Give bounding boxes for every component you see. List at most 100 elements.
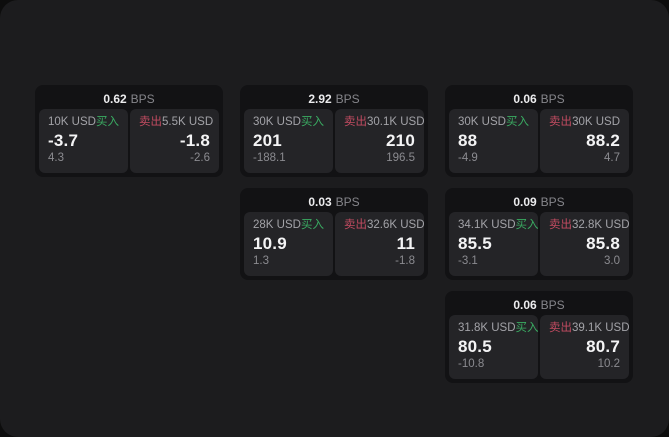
card-body: 30K USD 买入 201 -188.1 卖出 30.1K USD 210 1…	[244, 109, 425, 173]
card-body: 10K USD 买入 -3.7 4.3 卖出 5.5K USD -1.8 -2.…	[39, 109, 219, 173]
sell-price: 88.2	[586, 131, 620, 150]
sell-amount: 32.8K USD	[572, 219, 630, 231]
card-header: 0.06 BPS	[449, 295, 629, 315]
buy-sub-value: -10.8	[458, 358, 485, 370]
panel-top-row: 卖出 39.1K USD	[549, 322, 630, 335]
bps-unit-label: BPS	[540, 92, 565, 106]
sell-amount: 39.1K USD	[572, 322, 630, 334]
buy-quote-panel[interactable]: 31.8K USD 买入 80.5 -10.8	[449, 315, 539, 379]
bps-unit-label: BPS	[335, 195, 360, 209]
sell-sub-value: -2.6	[190, 152, 210, 164]
buy-amount: 30K USD	[458, 116, 506, 128]
buy-sub-value: 1.3	[253, 255, 269, 267]
sell-price: 80.7	[586, 337, 620, 356]
bps-value: 0.62	[103, 92, 127, 106]
sell-sub-value: 4.7	[604, 152, 620, 164]
sell-amount: 30K USD	[572, 116, 620, 128]
buy-amount: 28K USD	[253, 219, 301, 231]
card-header: 0.03 BPS	[244, 192, 424, 212]
card-header: 0.06 BPS	[449, 89, 629, 109]
sell-quote-panel[interactable]: 卖出 5.5K USD -1.8 -2.6	[130, 109, 219, 173]
buy-quote-panel[interactable]: 10K USD 买入 -3.7 4.3	[39, 109, 128, 173]
sell-sub-value: 196.5	[386, 152, 415, 164]
bps-unit-label: BPS	[540, 298, 565, 312]
buy-price: 88	[458, 131, 478, 150]
quote-card: 2.92 BPS 30K USD 买入 201 -188.1 卖出 30.1K …	[240, 85, 428, 177]
panel-top-row: 10K USD 买入	[48, 116, 119, 129]
quote-card: 0.09 BPS 34.1K USD 买入 85.5 -3.1 卖出 32.8K…	[445, 188, 633, 280]
panel-top-row: 34.1K USD 买入	[458, 219, 539, 232]
buy-side-label: 买入	[506, 116, 529, 128]
sell-price: 210	[386, 131, 415, 150]
quote-card: 0.62 BPS 10K USD 买入 -3.7 4.3 卖出 5.5K USD…	[35, 85, 223, 177]
buy-quote-panel[interactable]: 30K USD 买入 88 -4.9	[449, 109, 538, 173]
panel-top-row: 30K USD 买入	[253, 116, 324, 129]
buy-quote-panel[interactable]: 34.1K USD 买入 85.5 -3.1	[449, 212, 539, 276]
buy-quote-panel[interactable]: 28K USD 买入 10.9 1.3	[244, 212, 333, 276]
sell-side-label: 卖出	[549, 116, 572, 128]
bps-unit-label: BPS	[130, 92, 155, 106]
panel-top-row: 31.8K USD 买入	[458, 322, 539, 335]
panel-top-row: 28K USD 买入	[253, 219, 324, 232]
sell-quote-panel[interactable]: 卖出 30K USD 88.2 4.7	[540, 109, 629, 173]
sell-amount: 5.5K USD	[162, 116, 214, 128]
bps-value: 2.92	[308, 92, 332, 106]
quote-card: 0.03 BPS 28K USD 买入 10.9 1.3 卖出 32.6K US…	[240, 188, 428, 280]
card-header: 0.09 BPS	[449, 192, 629, 212]
card-body: 28K USD 买入 10.9 1.3 卖出 32.6K USD 11 -1.8	[244, 212, 425, 276]
buy-side-label: 买入	[301, 116, 324, 128]
quote-card: 0.06 BPS 30K USD 买入 88 -4.9 卖出 30K USD 8…	[445, 85, 633, 177]
card-body: 34.1K USD 买入 85.5 -3.1 卖出 32.8K USD 85.8…	[449, 212, 630, 276]
sell-amount: 30.1K USD	[367, 116, 425, 128]
panel-top-row: 卖出 32.6K USD	[344, 219, 425, 232]
sell-quote-panel[interactable]: 卖出 32.8K USD 85.8 3.0	[540, 212, 630, 276]
panel-top-row: 30K USD 买入	[458, 116, 529, 129]
buy-quote-panel[interactable]: 30K USD 买入 201 -188.1	[244, 109, 333, 173]
sell-side-label: 卖出	[344, 219, 367, 231]
card-body: 31.8K USD 买入 80.5 -10.8 卖出 39.1K USD 80.…	[449, 315, 630, 379]
panel-top-row: 卖出 5.5K USD	[139, 116, 214, 129]
sell-sub-value: -1.8	[395, 255, 415, 267]
buy-amount: 31.8K USD	[458, 322, 516, 334]
sell-sub-value: 3.0	[604, 255, 620, 267]
buy-price: 80.5	[458, 337, 492, 356]
sell-price: 85.8	[586, 234, 620, 253]
bps-unit-label: BPS	[540, 195, 565, 209]
card-header: 2.92 BPS	[244, 89, 424, 109]
buy-price: 85.5	[458, 234, 492, 253]
buy-sub-value: 4.3	[48, 152, 64, 164]
buy-amount: 34.1K USD	[458, 219, 516, 231]
sell-quote-panel[interactable]: 卖出 30.1K USD 210 196.5	[335, 109, 425, 173]
bps-value: 0.06	[513, 298, 537, 312]
bps-unit-label: BPS	[335, 92, 360, 106]
buy-side-label: 买入	[96, 116, 119, 128]
buy-side-label: 买入	[515, 219, 539, 231]
sell-quote-panel[interactable]: 卖出 39.1K USD 80.7 10.2	[540, 315, 630, 379]
panel-top-row: 卖出 32.8K USD	[549, 219, 630, 232]
sell-sub-value: 10.2	[597, 358, 620, 370]
buy-price: 10.9	[253, 234, 287, 253]
buy-price: -3.7	[48, 131, 79, 150]
card-header: 0.62 BPS	[39, 89, 219, 109]
buy-side-label: 买入	[515, 322, 539, 334]
buy-price: 201	[253, 131, 282, 150]
sell-quote-panel[interactable]: 卖出 32.6K USD 11 -1.8	[335, 212, 425, 276]
sell-price: -1.8	[179, 131, 210, 150]
card-body: 30K USD 买入 88 -4.9 卖出 30K USD 88.2 4.7	[449, 109, 629, 173]
sell-side-label: 卖出	[549, 219, 572, 231]
bps-value: 0.06	[513, 92, 537, 106]
sell-amount: 32.6K USD	[367, 219, 425, 231]
panel-top-row: 卖出 30.1K USD	[344, 116, 425, 129]
buy-amount: 10K USD	[48, 116, 96, 128]
buy-side-label: 买入	[301, 219, 324, 231]
sell-side-label: 卖出	[139, 116, 162, 128]
sell-side-label: 卖出	[549, 322, 572, 334]
buy-amount: 30K USD	[253, 116, 301, 128]
quote-card: 0.06 BPS 31.8K USD 买入 80.5 -10.8 卖出 39.1…	[445, 291, 633, 383]
panel-top-row: 卖出 30K USD	[549, 116, 620, 129]
buy-sub-value: -3.1	[458, 255, 478, 267]
bps-value: 0.03	[308, 195, 332, 209]
sell-side-label: 卖出	[344, 116, 367, 128]
bps-value: 0.09	[513, 195, 537, 209]
